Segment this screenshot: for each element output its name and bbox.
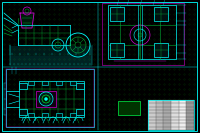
Bar [163, 113, 171, 117]
Bar [156, 123, 163, 127]
Circle shape [44, 97, 48, 101]
Bar [76, 109, 84, 115]
Bar [19, 109, 27, 115]
Bar [76, 83, 84, 89]
Bar [186, 103, 194, 107]
Bar [118, 101, 140, 115]
Bar [163, 120, 171, 123]
Bar [154, 43, 168, 57]
Bar [156, 100, 163, 103]
Bar [148, 113, 156, 117]
Bar [148, 103, 156, 107]
Bar [148, 123, 156, 127]
Bar [156, 113, 163, 117]
Bar [102, 3, 184, 65]
Bar [186, 107, 194, 110]
Bar [70, 113, 76, 117]
Bar [148, 100, 194, 130]
Bar [179, 120, 186, 123]
Bar [171, 127, 179, 130]
Bar [156, 120, 163, 123]
Bar [186, 110, 194, 113]
Bar [179, 117, 186, 120]
Bar [186, 123, 194, 127]
Bar [186, 120, 194, 123]
Bar [148, 120, 156, 123]
Bar [163, 123, 171, 127]
Bar [148, 117, 156, 120]
Bar [163, 107, 171, 110]
Bar [186, 113, 194, 117]
Bar [148, 107, 156, 110]
Bar [19, 83, 27, 89]
Circle shape [39, 92, 53, 106]
Bar [171, 117, 179, 120]
Bar [163, 117, 171, 120]
Bar [171, 113, 179, 117]
Bar [171, 110, 179, 113]
Polygon shape [20, 13, 34, 28]
Bar [28, 113, 34, 117]
Bar [42, 81, 48, 85]
Bar [156, 117, 163, 120]
Bar [171, 107, 179, 110]
Circle shape [42, 95, 50, 103]
Bar [179, 123, 186, 127]
Bar [171, 100, 179, 103]
Bar [163, 103, 171, 107]
Bar [148, 110, 156, 113]
Bar [186, 127, 194, 130]
Bar [179, 107, 186, 110]
Bar [36, 91, 56, 107]
Bar [148, 100, 156, 103]
Bar [56, 81, 62, 85]
Bar [171, 103, 179, 107]
Bar [70, 81, 76, 85]
Bar [179, 113, 186, 117]
Bar [154, 7, 168, 21]
Bar [179, 100, 186, 103]
Bar [156, 127, 163, 130]
Bar [156, 107, 163, 110]
Bar [163, 100, 171, 103]
Bar [118, 101, 140, 115]
Bar [110, 43, 124, 57]
Bar [179, 110, 186, 113]
Bar [186, 117, 194, 120]
Bar [42, 113, 48, 117]
Bar [163, 110, 171, 113]
Bar [186, 100, 194, 103]
Bar [163, 127, 171, 130]
Bar [156, 103, 163, 107]
Bar [56, 113, 62, 117]
Bar [179, 103, 186, 107]
Bar [156, 110, 163, 113]
Bar [110, 7, 124, 21]
Bar [19, 81, 84, 117]
Bar [28, 81, 34, 85]
Bar [171, 123, 179, 127]
Bar [171, 120, 179, 123]
Bar [148, 127, 156, 130]
Bar [6, 69, 94, 127]
Bar [108, 5, 176, 59]
Bar [179, 127, 186, 130]
